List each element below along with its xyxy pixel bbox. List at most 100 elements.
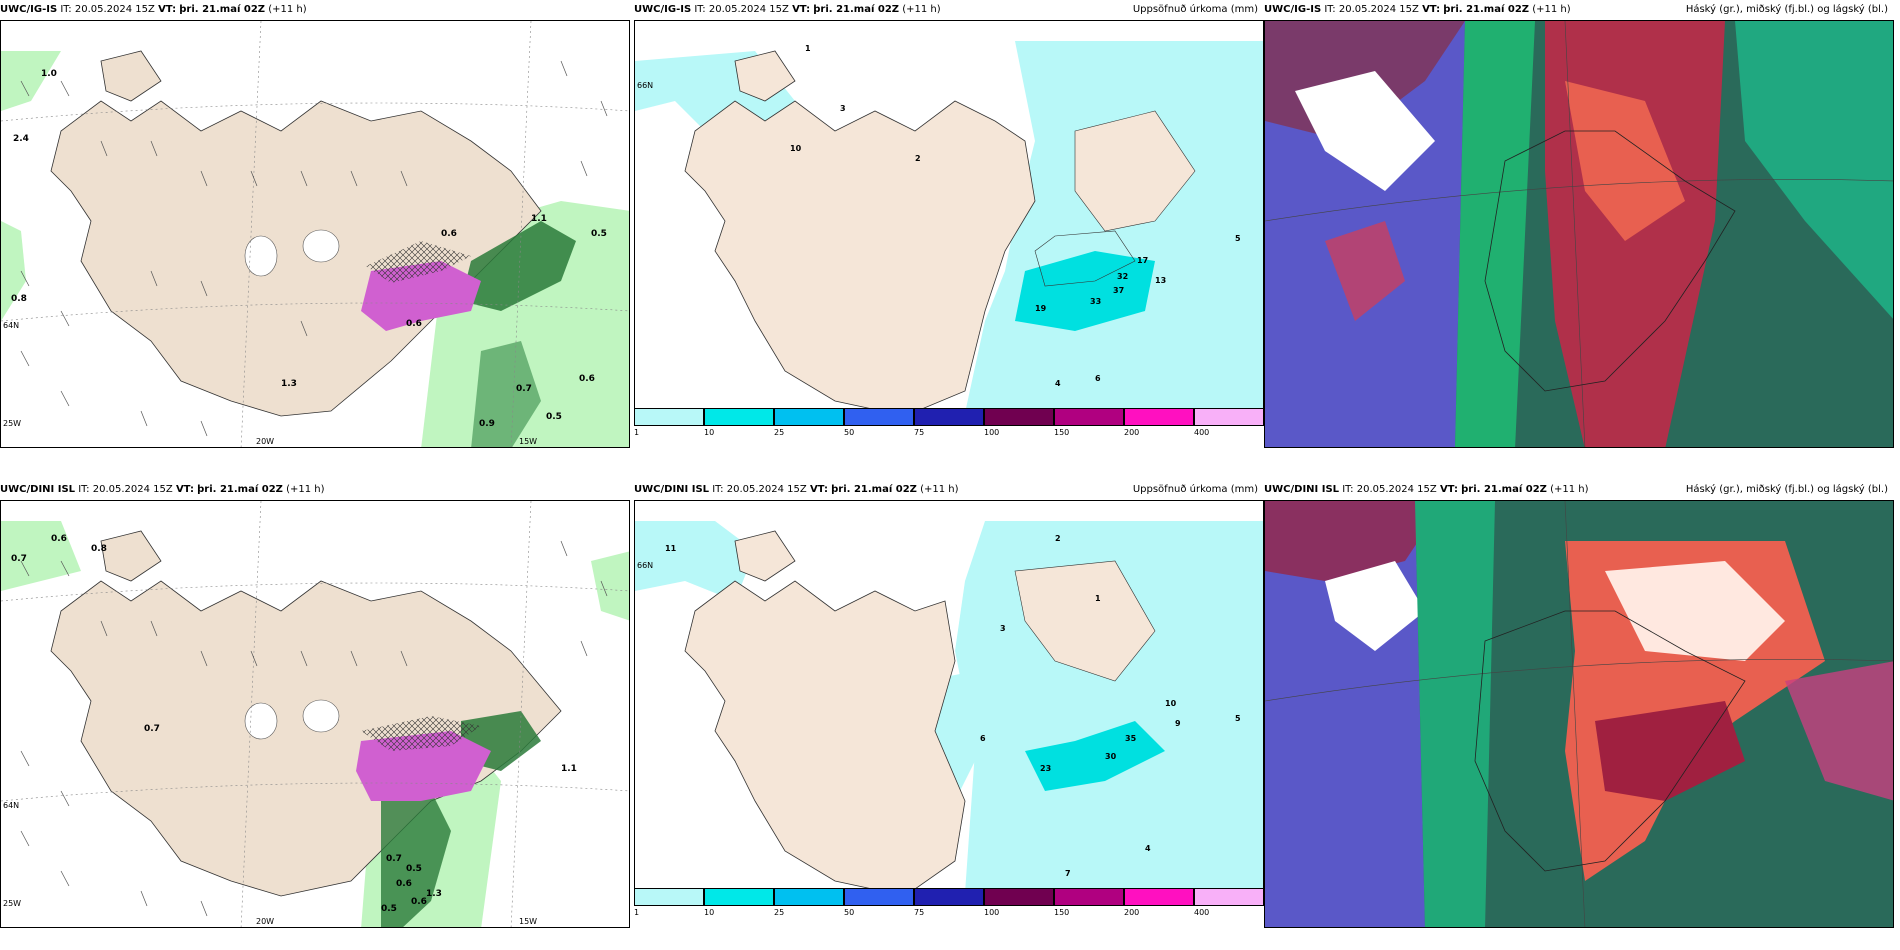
wind-map-svg: 0.7 0.6 0.5 0.8 1.1 1.3 0.6 0.7 0.5 0.6 … [1, 501, 629, 927]
panel-header: UWC/DINI ISL IT: 20.05.2024 15Z VT: þri.… [0, 480, 630, 500]
precip-label: 30 [1105, 752, 1117, 761]
cyan-precip-area [1015, 251, 1155, 331]
dark-green-area-east [461, 221, 576, 311]
it-label: IT: [1342, 484, 1354, 495]
precip-map[interactable]: 1 2 3 5 10 13 17 19 32 37 33 6 4 66N [634, 20, 1264, 412]
precip-label: 5 [1235, 714, 1241, 723]
it-label: IT: [78, 484, 90, 495]
wind-label: 0.5 [406, 864, 422, 874]
cbar-label: 25 [774, 428, 785, 437]
precip-label: 35 [1125, 734, 1137, 743]
cbar-swatch [844, 888, 914, 906]
precip-label: 9 [1175, 719, 1181, 728]
precip-label: 2 [915, 154, 921, 163]
vt-label: VT: [809, 484, 828, 495]
lead-time: (+11 h) [286, 484, 325, 495]
vt-label: VT: [175, 484, 194, 495]
cbar-swatch [984, 408, 1054, 426]
cbar-label: 100 [984, 428, 1000, 437]
cbar-swatch [984, 888, 1054, 906]
wind-label: 0.5 [381, 904, 397, 914]
wind-label: 0.6 [579, 374, 595, 384]
cbar-swatch [914, 408, 984, 426]
wind-barbs [20, 60, 608, 437]
wind-label: 0.6 [396, 879, 412, 889]
lead-time: (+11 h) [920, 484, 959, 495]
cbar-swatch [634, 408, 704, 426]
cbar-label: 50 [844, 908, 855, 917]
cloud-map[interactable] [1264, 500, 1894, 928]
precip-label: 11 [665, 544, 677, 553]
cloud-map-svg [1265, 21, 1893, 447]
cbar-label: 150 [1054, 428, 1070, 437]
init-time: 20.05.2024 15Z [726, 484, 807, 495]
cbar-swatch [774, 408, 844, 426]
valid-time: þri. 21.maí 02Z [1443, 4, 1530, 15]
panel-header: UWC/DINI ISL IT: 20.05.2024 15Z VT: þri.… [1264, 480, 1894, 500]
panel-precip-ig-is: UWC/IG-IS IT: 20.05.2024 15Z VT: þri. 21… [634, 0, 1264, 448]
valid-time: þri. 21.maí 02Z [1461, 484, 1547, 495]
precip-map[interactable]: 1 2 3 5 11 23 35 30 10 9 6 4 7 66N [634, 500, 1264, 892]
cbar-swatch [1124, 888, 1194, 906]
wind-label: 0.5 [591, 229, 607, 239]
cbar-label: 75 [914, 908, 925, 917]
valid-time: þri. 21.maí 02Z [831, 484, 917, 495]
precip-label: 10 [790, 144, 802, 153]
precip-colorbar: 1 10 25 50 75 100 150 200 400 [634, 888, 1264, 918]
precip-label: 3 [840, 104, 846, 113]
dark-green-area [381, 791, 451, 927]
panel-header: UWC/DINI ISL IT: 20.05.2024 15Z VT: þri.… [634, 480, 1264, 500]
valid-time: þri. 21.maí 02Z [179, 4, 266, 15]
field-title: Uppsöfnuð úrkoma (mm) [1132, 484, 1258, 495]
cbar-label: 400 [1194, 908, 1210, 917]
panel-clouds-dini: UWC/DINI ISL IT: 20.05.2024 15Z VT: þri.… [1264, 480, 1894, 928]
precip-label: 23 [1040, 764, 1051, 773]
lat-label: 66N [637, 81, 654, 90]
lon-label: 20W [256, 917, 275, 926]
cbar-swatch [1194, 888, 1264, 906]
vt-label: VT: [792, 4, 811, 15]
lead-time: (+11 h) [902, 4, 941, 15]
cbar-label: 1 [634, 428, 640, 437]
wind-label: 1.3 [281, 379, 297, 389]
cbar-swatch [634, 888, 704, 906]
cbar-swatch [914, 888, 984, 906]
precip-label: 17 [1137, 256, 1148, 265]
cbar-label: 75 [914, 428, 925, 437]
init-time: 20.05.2024 15Z [1338, 4, 1419, 15]
panel-wind-dini: UWC/DINI ISL IT: 20.05.2024 15Z VT: þri.… [0, 480, 630, 928]
lon-label: 15W [519, 437, 538, 446]
model-name: UWC/IG-IS [1264, 4, 1322, 15]
lat-label: 66N [637, 561, 654, 570]
precip-map-svg: 1 2 3 5 11 23 35 30 10 9 6 4 7 [635, 501, 1263, 891]
cloud-map[interactable] [1264, 20, 1894, 448]
wind-label: 1.0 [41, 69, 57, 79]
panel-clouds-ig-is: UWC/IG-IS IT: 20.05.2024 15Z VT: þri. 21… [1264, 0, 1894, 448]
wind-label: 0.7 [144, 724, 160, 734]
wind-map[interactable]: 0.7 0.6 0.5 0.8 1.1 1.3 0.6 0.7 0.5 0.6 … [0, 500, 630, 928]
wind-label: 0.9 [479, 419, 495, 429]
light-green-area-west [1, 51, 61, 111]
lat-label: 64N [3, 321, 20, 330]
field-title: Háský (gr.), miðský (fj.bl.) og lágský (… [1685, 484, 1888, 495]
init-time: 20.05.2024 15Z [1356, 484, 1437, 495]
wind-label: 0.6 [441, 229, 457, 239]
panel-precip-dini: UWC/DINI ISL IT: 20.05.2024 15Z VT: þri.… [634, 480, 1264, 928]
precip-label: 4 [1055, 379, 1061, 388]
wind-map[interactable]: 1.0 0.6 0.5 0.8 1.3 0.9 0.7 1.1 2.4 0.6 … [0, 20, 630, 448]
cbar-label: 150 [1054, 908, 1070, 917]
precip-label: 32 [1117, 272, 1128, 281]
precip-label: 2 [1055, 534, 1061, 543]
panel-wind-ig-is: UWC/IG-IS IT: 20.05.2024 15Z VT: þri. 21… [0, 0, 630, 448]
precip-label: 3 [1000, 624, 1006, 633]
vt-label: VT: [158, 4, 177, 15]
vt-label: VT: [1439, 484, 1458, 495]
precip-label: 33 [1090, 297, 1101, 306]
cbar-swatch [704, 888, 774, 906]
precip-map-svg: 1 2 3 5 10 13 17 19 32 37 33 6 4 [635, 21, 1263, 411]
wind-label: 0.6 [51, 534, 67, 544]
precip-label: 4 [1145, 844, 1151, 853]
it-label: IT: [712, 484, 724, 495]
cbar-swatch [1194, 408, 1264, 426]
model-name: UWC/IG-IS [634, 4, 692, 15]
